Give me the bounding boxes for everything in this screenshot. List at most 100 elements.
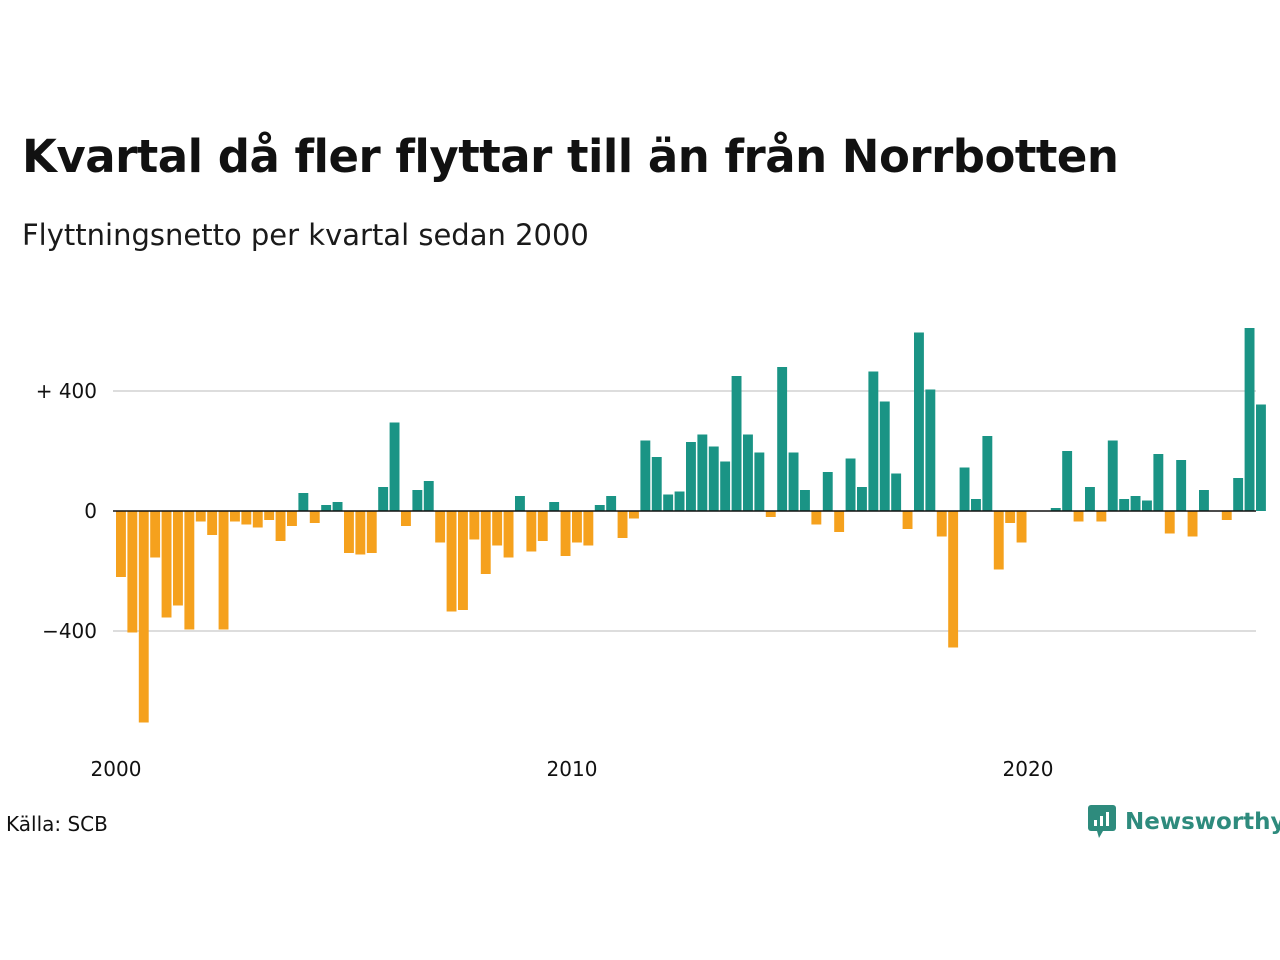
bar: [914, 332, 924, 511]
bar: [845, 458, 856, 511]
bar: [697, 434, 708, 511]
bar-chart: + 400 0 −400 2000 2010 2020: [36, 328, 1266, 781]
bar: [309, 511, 320, 523]
bar: [993, 511, 1004, 570]
bar: [674, 491, 685, 511]
bar: [1244, 328, 1255, 511]
y-tick-label: 0: [84, 499, 97, 523]
bar: [355, 511, 366, 555]
bar: [765, 511, 776, 517]
bar: [788, 452, 799, 511]
bar: [446, 511, 457, 612]
bar: [1142, 500, 1152, 511]
bar: [777, 367, 788, 511]
bar: [617, 511, 628, 538]
newsworthy-logo-icon: [1088, 805, 1116, 838]
brand-name: Newsworthy: [1125, 809, 1280, 835]
bar: [731, 376, 742, 511]
bar: [138, 511, 149, 723]
bar: [423, 481, 434, 511]
bar: [218, 511, 229, 630]
bar: [868, 371, 879, 511]
bar: [1073, 511, 1084, 522]
bar: [1005, 511, 1016, 523]
bar: [663, 494, 674, 511]
bar: [401, 511, 411, 526]
bar: [116, 511, 126, 577]
bar: [754, 452, 765, 511]
bar: [230, 511, 240, 522]
x-tick-label: 2020: [1003, 757, 1054, 781]
bar: [811, 511, 822, 525]
bar: [173, 511, 183, 606]
bar: [458, 511, 468, 610]
bar: [1107, 440, 1118, 511]
bar: [503, 511, 514, 558]
bar: [1256, 404, 1266, 511]
bar: [971, 499, 981, 511]
bar: [298, 493, 309, 511]
bar: [640, 440, 651, 511]
bar: [583, 511, 594, 546]
bar: [161, 511, 172, 618]
chart-title: Kvartal då fler flyttar till än från Nor…: [22, 130, 1119, 183]
bar: [720, 461, 731, 511]
bar: [1164, 511, 1175, 534]
bar: [389, 422, 400, 511]
bar: [515, 496, 525, 511]
y-tick-label: −400: [42, 619, 97, 643]
bar: [902, 511, 913, 529]
y-tick-label: + 400: [36, 379, 97, 403]
bar: [560, 511, 571, 556]
bar: [891, 473, 902, 511]
brand-logo: Newsworthy: [1087, 804, 1280, 840]
bar: [948, 511, 959, 648]
bar: [651, 457, 662, 511]
bar: [264, 511, 275, 520]
bar: [127, 511, 138, 633]
bar: [526, 511, 537, 552]
bar: [686, 442, 696, 511]
bar: [925, 389, 936, 511]
chart-subtitle: Flyttningsnetto per kvartal sedan 2000: [22, 218, 589, 252]
bar: [332, 502, 343, 511]
bar: [344, 511, 354, 553]
bar: [195, 511, 206, 522]
bar: [834, 511, 845, 532]
bar: [1050, 508, 1061, 511]
bar: [275, 511, 286, 541]
bar: [1062, 451, 1073, 511]
source-note: Källa: SCB: [6, 812, 108, 836]
bar: [1176, 460, 1187, 511]
bar: [207, 511, 218, 535]
bar: [549, 502, 560, 511]
x-tick-label: 2010: [547, 757, 598, 781]
bar: [150, 511, 161, 558]
bar: [606, 496, 617, 511]
bar: [480, 511, 491, 574]
bar: [469, 511, 480, 540]
bar: [800, 490, 810, 511]
bar: [1153, 454, 1164, 511]
bar: [184, 511, 195, 630]
bar: [1130, 496, 1141, 511]
bar: [936, 511, 947, 537]
bar: [1233, 478, 1244, 511]
bar: [879, 401, 890, 511]
bar: [1199, 490, 1209, 511]
bar: [1187, 511, 1198, 537]
bar: [378, 487, 389, 511]
bar: [1016, 511, 1027, 543]
bar: [708, 446, 719, 511]
bar: [572, 511, 582, 543]
bar: [492, 511, 503, 546]
bar: [241, 511, 252, 525]
bar: [366, 511, 377, 553]
bar: [321, 505, 332, 511]
bar: [287, 511, 297, 526]
bar: [1085, 487, 1095, 511]
bar: [1096, 511, 1107, 522]
bar: [982, 436, 993, 511]
bar: [959, 467, 970, 511]
bar: [412, 490, 423, 511]
